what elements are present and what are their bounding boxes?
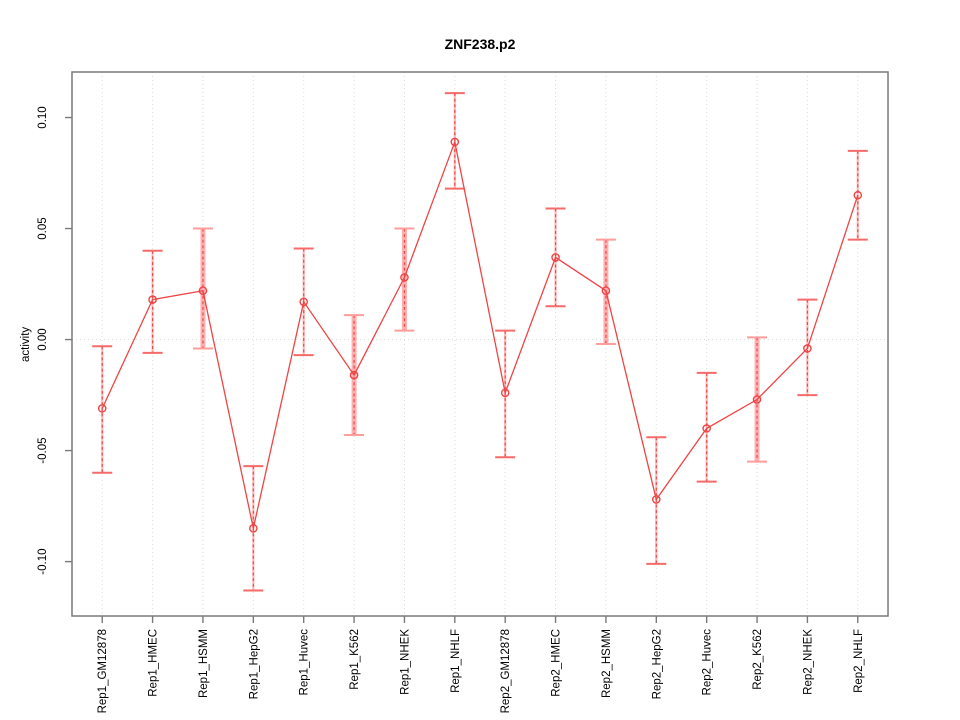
- x-tick-label: Rep2_GM12878: [500, 629, 512, 713]
- y-tick-label: 0.05: [37, 217, 49, 239]
- data-point: [299, 297, 309, 307]
- x-tick-label: Rep2_HMEC: [551, 629, 563, 697]
- chart-title: ZNF238.p2: [444, 36, 516, 52]
- x-tick-label: Rep1_GM12878: [97, 629, 109, 713]
- y-tick-label: -0.10: [37, 548, 49, 574]
- x-tick-label: Rep1_K562: [349, 629, 361, 690]
- x-tick-label: Rep2_K562: [752, 629, 764, 690]
- data-point: [450, 137, 460, 147]
- data-point: [500, 388, 510, 398]
- y-tick-label: -0.05: [37, 437, 49, 463]
- data-point: [551, 253, 560, 262]
- x-tick-label: Rep2_NHEK: [802, 629, 814, 695]
- x-tick-label: Rep1_Huvec: [299, 629, 311, 696]
- y-tick-label: 0.00: [37, 328, 49, 350]
- y-tick-label: 0.10: [37, 106, 49, 128]
- plot-box: [71, 71, 889, 617]
- x-tick-label: Rep1_NHLF: [450, 629, 462, 693]
- data-point: [803, 344, 812, 353]
- data-point: [400, 273, 409, 282]
- data-point: [752, 395, 762, 404]
- series-line: [101, 139, 859, 529]
- data-point: [249, 523, 258, 533]
- data-point: [349, 370, 359, 380]
- data-point: [702, 424, 711, 433]
- x-tick-label: Rep2_NHLF: [853, 629, 865, 693]
- data-point: [651, 495, 661, 504]
- x-tick-label: Rep1_HepG2: [248, 629, 260, 699]
- data-point: [97, 404, 107, 413]
- x-tick-label: Rep2_HSMM: [601, 629, 613, 698]
- x-tick-label: Rep1_NHEK: [399, 629, 411, 695]
- data-point: [601, 286, 611, 296]
- x-tick-label: Rep2_Huvec: [702, 629, 714, 696]
- data-point: [148, 295, 157, 304]
- x-tick-label: Rep1_HSMM: [198, 629, 210, 698]
- x-tick-label: Rep1_HMEC: [148, 629, 160, 697]
- x-tick-label: Rep2_HepG2: [651, 629, 663, 699]
- data-point: [853, 190, 863, 200]
- data-point: [198, 286, 208, 296]
